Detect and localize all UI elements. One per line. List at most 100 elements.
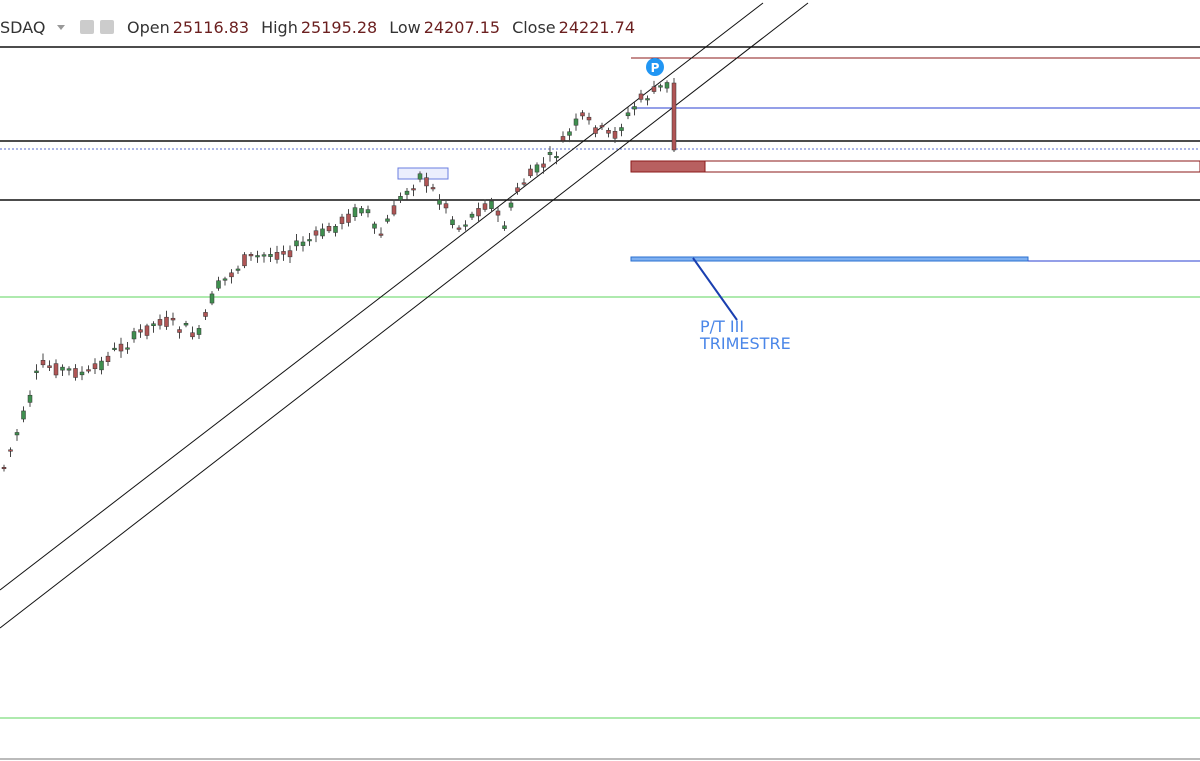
candle-body (183, 323, 189, 326)
candle-body (21, 410, 26, 420)
candle-body (248, 254, 254, 257)
icon[interactable] (100, 20, 114, 34)
candle-body (177, 329, 182, 333)
candle-body (164, 316, 169, 327)
candle-body (222, 278, 228, 281)
candle-body (625, 112, 631, 117)
candle-body (313, 230, 319, 236)
candle-body (378, 233, 384, 236)
zone-box (630, 160, 706, 173)
candle-body (34, 370, 39, 373)
dropdown-arrow[interactable] (57, 25, 65, 30)
candle-body (515, 187, 520, 192)
icon[interactable] (80, 20, 94, 34)
candle-body (92, 363, 98, 370)
ohlc-value: 25195.28 (301, 18, 377, 37)
ohlc-label: Close (512, 18, 556, 37)
candle-body (53, 363, 59, 376)
candle-body (443, 203, 449, 209)
candle-body (196, 328, 202, 335)
candle-body (79, 371, 85, 376)
candle-body (118, 343, 124, 352)
candle-body (320, 228, 325, 237)
candle-body (8, 449, 13, 452)
candle-body (60, 366, 65, 371)
candle-body (14, 432, 20, 436)
candle-body (242, 254, 247, 267)
candle-body (333, 226, 338, 233)
candle-body (216, 280, 221, 289)
candle-body (47, 365, 52, 368)
candle-body (326, 226, 332, 232)
candle-body (86, 369, 91, 372)
candle-body (294, 240, 299, 247)
candle-body (411, 188, 416, 191)
highlight-box (397, 167, 449, 180)
candle-body (664, 82, 670, 89)
candle-body (463, 224, 468, 227)
ohlc-value: 24221.74 (559, 18, 635, 37)
candle-body (131, 331, 137, 340)
trend-line (0, 2, 764, 591)
candle-body (391, 205, 397, 215)
candle-body (1, 467, 7, 470)
candle-body (99, 360, 104, 371)
candle-body (645, 98, 650, 101)
candle-body (469, 213, 475, 218)
candle-body (547, 152, 553, 155)
candle-body (404, 190, 410, 195)
candle-body (151, 323, 156, 327)
symbol[interactable]: SDAQ (0, 18, 45, 37)
candle-body (203, 312, 208, 317)
candle-body (138, 329, 143, 333)
target-line (630, 256, 1029, 262)
candle-body (287, 250, 293, 258)
ohlc-value: 24207.15 (424, 18, 500, 37)
candle-body (385, 218, 390, 222)
candle-body (521, 182, 527, 185)
marker-badge[interactable] (646, 58, 664, 76)
candle-body (235, 268, 241, 271)
candle-body (528, 168, 533, 177)
candle-body (632, 106, 637, 110)
candle-body (534, 164, 540, 173)
candle-body (430, 187, 436, 190)
candle-body (66, 368, 72, 371)
candle-body (567, 131, 572, 136)
candle-body (651, 86, 657, 92)
candle-body (606, 129, 611, 134)
candle-body (229, 272, 234, 278)
candle-body (658, 85, 663, 88)
candle-body (456, 227, 462, 230)
candle-body (274, 252, 280, 260)
candle-body (157, 319, 163, 326)
ohlc-label: High (261, 18, 298, 37)
candle-body (612, 131, 618, 139)
candle-body (599, 125, 605, 128)
candle-body (541, 163, 546, 168)
annotation-text: TRIMESTRE (699, 334, 791, 353)
candle-body (554, 156, 559, 159)
ohlc-label: Low (389, 18, 421, 37)
candle-body (437, 199, 442, 205)
candle-body (580, 112, 585, 117)
candle-body (365, 209, 371, 214)
candle-body (209, 293, 215, 304)
ohlc-value: 25116.83 (173, 18, 249, 37)
candle-body (359, 208, 364, 214)
candle-body (346, 213, 351, 223)
candle-body (112, 347, 117, 350)
candle-body (593, 127, 598, 134)
candle-body (27, 394, 33, 403)
candle-body (372, 223, 377, 229)
candle-body (300, 241, 306, 246)
candle-body (105, 355, 111, 362)
candle-body (482, 203, 488, 210)
marker-label: P (651, 61, 660, 75)
candle-body (476, 208, 481, 217)
candle-body (619, 127, 624, 131)
candle-body (170, 317, 176, 321)
